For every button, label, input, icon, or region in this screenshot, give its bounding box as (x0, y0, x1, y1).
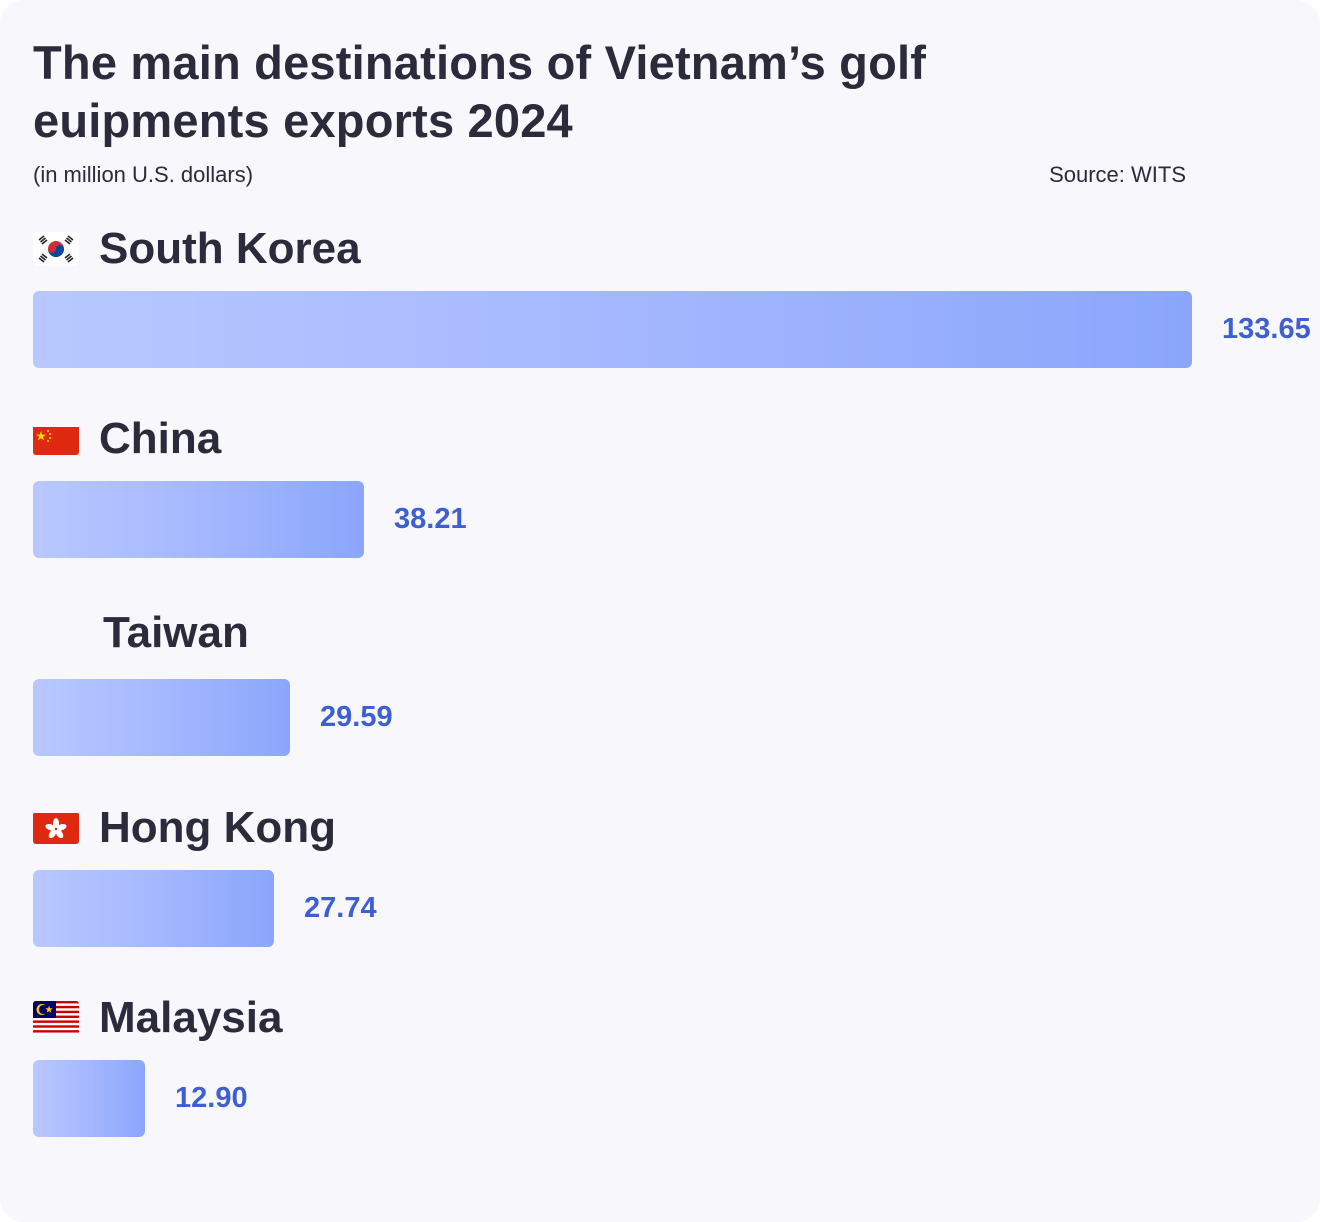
bar-hong-kong (33, 870, 274, 947)
chart-subtitle: (in million U.S. dollars) (33, 162, 254, 187)
value-label-south-korea: 133.65 (1222, 313, 1311, 345)
bar-china (33, 481, 364, 558)
category-name: South Korea (99, 224, 361, 273)
category-label-taiwan: Taiwan (33, 605, 249, 661)
value-label-hong-kong: 27.74 (304, 892, 377, 924)
category-name: China (99, 414, 222, 463)
bar-taiwan (33, 679, 290, 756)
category-label-south-korea: South Korea (33, 221, 361, 277)
taiwan-flag-placeholder-icon (33, 616, 79, 650)
category-name: Hong Kong (99, 803, 337, 852)
malaysia-flag-icon (33, 1001, 79, 1035)
value-label-taiwan: 29.59 (320, 701, 393, 733)
category-name: Malaysia (99, 993, 283, 1042)
value-label-china: 38.21 (394, 503, 467, 535)
category-name: Taiwan (103, 608, 249, 657)
chart-source: Source: WITS (1049, 162, 1186, 187)
category-label-china: China (33, 411, 221, 467)
china-flag-icon (33, 425, 79, 455)
bar-malaysia (33, 1060, 145, 1137)
south-korea-flag-icon (33, 232, 79, 266)
bar-south-korea (33, 291, 1192, 368)
chart-title: The main destinations of Vietnam’s golf … (33, 36, 927, 147)
hong-kong-flag-icon (33, 812, 79, 844)
value-label-malaysia: 12.90 (175, 1082, 248, 1114)
category-label-malaysia: Malaysia (33, 990, 282, 1046)
category-label-hong-kong: Hong Kong (33, 800, 336, 856)
